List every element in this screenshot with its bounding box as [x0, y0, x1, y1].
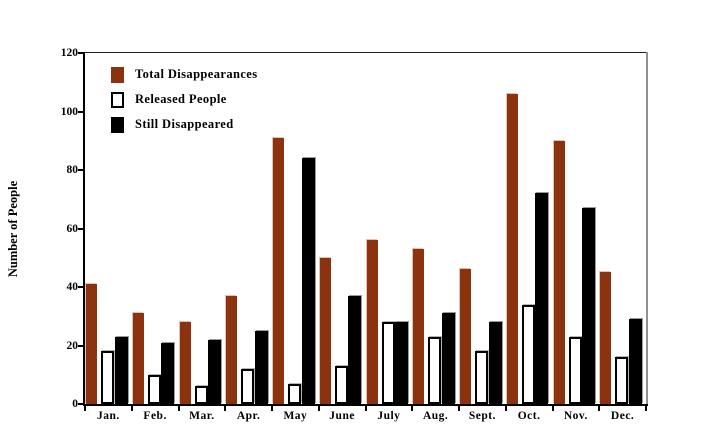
y-tick-label: 60	[66, 222, 79, 235]
y-tick-mark	[78, 286, 85, 288]
bar-still-disappeared-Jan	[114, 336, 128, 404]
x-tick-label: Feb.	[143, 410, 167, 422]
y-tick-label: 40	[66, 281, 79, 293]
x-tick-mark	[130, 406, 133, 411]
x-tick-mark	[551, 406, 554, 411]
x-tick-mark	[84, 406, 86, 411]
y-tick-mark	[78, 110, 85, 113]
bar-released-people-Nov	[568, 336, 582, 404]
x-tick-mark	[177, 406, 180, 411]
x-tick-label: June	[329, 410, 355, 422]
bar-total-disappearances-Feb	[132, 313, 144, 404]
x-tick-label: Dec.	[610, 410, 635, 422]
legend-row: Still Disappeared	[111, 116, 257, 133]
x-tick-mark	[364, 406, 367, 411]
legend-label: Still Disappeared	[135, 117, 234, 131]
bar-released-people-May	[288, 383, 301, 404]
bar-released-people-Oct	[521, 304, 535, 404]
x-tick-label: Apr.	[236, 410, 261, 422]
bar-still-disappeared-July	[395, 322, 408, 404]
bar-total-disappearances-June	[319, 257, 331, 404]
legend-swatch-icon	[111, 91, 124, 108]
bar-still-disappeared-Apr	[254, 330, 268, 404]
bar-still-disappeared-Nov	[582, 208, 595, 404]
legend-row: Total Disappearances	[111, 66, 257, 83]
x-tick-mark	[411, 406, 414, 411]
bar-released-people-Sept	[475, 351, 488, 404]
bar-released-people-June	[334, 366, 348, 404]
bar-total-disappearances-Mar	[179, 322, 191, 404]
x-tick-mark	[224, 406, 227, 411]
y-tick-mark	[78, 403, 85, 405]
y-tick-label: 100	[60, 105, 78, 118]
x-tick-mark	[645, 406, 647, 411]
y-tick-label: 80	[66, 164, 79, 176]
bar-released-people-Feb	[147, 374, 161, 404]
y-tick-mark	[78, 52, 85, 54]
legend-label: Released People	[135, 92, 227, 106]
bar-still-disappeared-Aug	[441, 313, 455, 404]
bar-released-people-Aug	[428, 336, 442, 404]
bar-still-disappeared-Sept	[488, 322, 502, 404]
bar-total-disappearances-Sept	[460, 269, 471, 404]
x-tick-mark	[504, 406, 507, 411]
y-tick-mark	[78, 169, 85, 171]
x-tick-label: May	[283, 410, 308, 422]
legend-swatch-icon	[111, 66, 124, 83]
x-tick-label: Nov.	[563, 410, 588, 422]
x-tick-label: July	[377, 410, 401, 422]
y-tick-label: 20	[66, 339, 79, 352]
bar-still-disappeared-Oct	[535, 193, 549, 404]
bar-total-disappearances-Aug	[413, 249, 425, 404]
y-tick-label: 0	[72, 398, 78, 410]
legend-label: Total Disappearances	[135, 67, 258, 81]
bar-still-disappeared-Dec	[628, 319, 642, 404]
x-tick-label: Mar.	[189, 410, 215, 422]
bar-released-people-Apr	[241, 368, 255, 404]
bar-still-disappeared-May	[301, 158, 315, 404]
x-tick-mark	[271, 406, 273, 411]
x-tick-mark	[317, 406, 320, 411]
bar-total-disappearances-Oct	[506, 93, 518, 404]
bar-released-people-July	[381, 322, 395, 404]
x-tick-mark	[598, 406, 601, 411]
x-axis-line	[83, 404, 648, 406]
bar-still-disappeared-Mar	[208, 339, 221, 404]
x-tick-label: Sept.	[468, 410, 496, 422]
bar-released-people-Dec	[615, 357, 629, 404]
legend-row: Released People	[111, 91, 257, 108]
y-tick-mark	[78, 344, 85, 347]
bar-total-disappearances-Jan	[86, 284, 97, 404]
bar-released-people-Mar	[194, 386, 208, 404]
x-tick-mark	[458, 406, 460, 411]
x-tick-label: Aug.	[422, 410, 449, 422]
y-axis-title: Number of People	[6, 180, 20, 278]
y-tick-label: 120	[60, 47, 78, 59]
bar-still-disappeared-Feb	[161, 342, 175, 404]
bar-total-disappearances-July	[366, 240, 378, 404]
bar-total-disappearances-May	[273, 137, 284, 404]
legend: Total Disappearances Released People Still…	[111, 66, 257, 141]
bar-total-disappearances-Dec	[600, 272, 612, 404]
bar-still-disappeared-June	[348, 295, 362, 404]
plot-frame-right	[646, 52, 648, 406]
plot-area: Total Disappearances Released People Still…	[85, 53, 646, 404]
bar-total-disappearances-Apr	[226, 295, 238, 404]
bar-released-people-Jan	[101, 351, 114, 404]
bar-total-disappearances-Nov	[553, 140, 565, 404]
legend-swatch-icon	[111, 116, 124, 133]
y-tick-mark	[78, 227, 85, 230]
x-tick-label: Oct.	[517, 410, 541, 422]
x-tick-label: Jan.	[96, 410, 120, 422]
plot-frame-top	[83, 52, 648, 53]
